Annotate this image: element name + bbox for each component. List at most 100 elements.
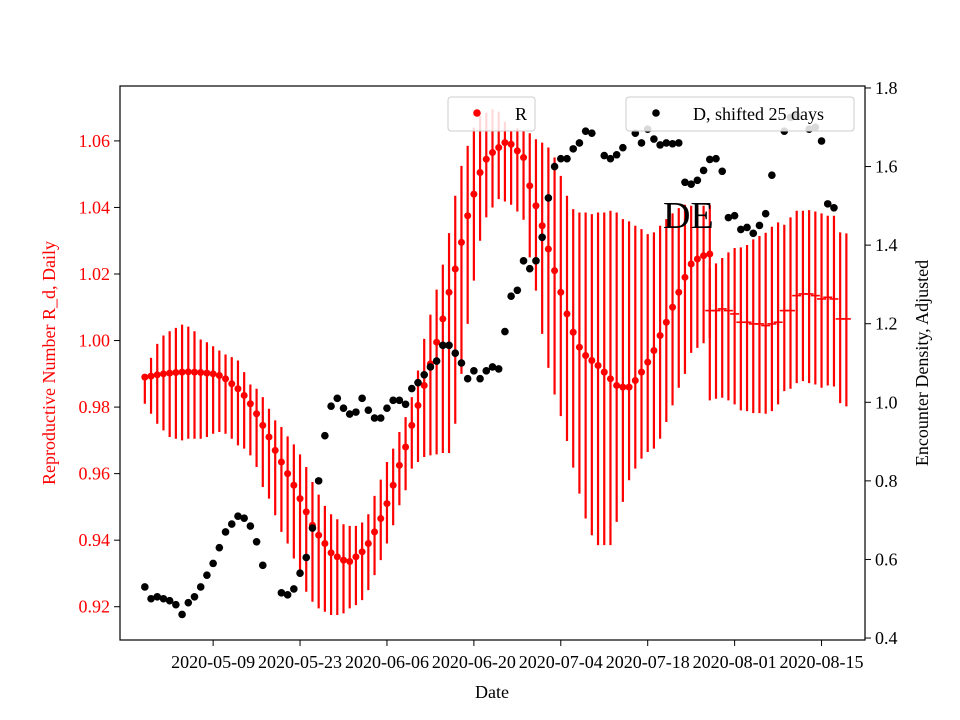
r-point: [240, 391, 248, 399]
d-point: [606, 154, 615, 163]
d-point: [575, 139, 584, 147]
d-point: [439, 341, 447, 350]
r-point: [439, 315, 447, 323]
r-point: [358, 548, 366, 556]
r-point: [520, 154, 528, 162]
d-point: [401, 400, 410, 409]
d-point: [830, 204, 838, 212]
r-point: [662, 318, 670, 326]
x-axis-label: Date: [475, 682, 509, 702]
d-point: [656, 141, 664, 149]
r-point: [619, 383, 627, 391]
x-axis: 2020-05-09 2020-05-23 2020-06-06 2020-06-20…: [171, 640, 864, 672]
d-point: [383, 404, 391, 412]
d-point: [550, 162, 559, 171]
d-point: [681, 178, 689, 187]
y-axis-right: 0.4 0.6 0.8 1.0 1.2 1.4 1.6 1.8: [865, 78, 898, 648]
r-point: [364, 540, 372, 548]
r-point: [625, 383, 633, 391]
d-point: [668, 139, 677, 148]
r-point: [284, 470, 292, 478]
r-point: [302, 508, 310, 516]
y-left-tick-label: 1.00: [79, 331, 111, 351]
d-point: [588, 129, 596, 137]
d-point: [221, 528, 230, 536]
r-point: [340, 556, 347, 564]
r-series-layer: [141, 109, 851, 616]
r-point: [228, 380, 236, 388]
r-point: [557, 288, 565, 296]
legend-d: D, shifted 25 days: [625, 96, 855, 132]
d-point: [612, 150, 621, 159]
d-point: [637, 139, 646, 147]
d-point: [519, 257, 528, 265]
d-point: [153, 592, 162, 601]
d-point: [302, 553, 311, 562]
x-tick-label: 2020-07-18: [606, 652, 690, 672]
r-point: [445, 288, 453, 296]
r-point: [706, 250, 714, 258]
d-point: [737, 225, 745, 234]
x-tick-label: 2020-08-01: [693, 652, 777, 672]
r-point: [700, 252, 708, 260]
d-point: [209, 559, 217, 568]
d-point: [364, 406, 373, 414]
r-point: [501, 139, 509, 147]
d-point: [258, 561, 267, 570]
r-point: [420, 381, 428, 389]
d-point: [345, 410, 354, 418]
d-point: [290, 585, 298, 593]
d-point: [389, 396, 397, 405]
d-point: [376, 414, 385, 422]
y-left-tick-label: 0.96: [79, 464, 111, 484]
r-point: [594, 361, 602, 369]
r-point: [513, 147, 521, 155]
r-point: [159, 370, 167, 378]
d-point: [730, 211, 739, 220]
r-point: [153, 371, 161, 379]
d-point: [339, 404, 348, 412]
y-right-tick-label: 1.2: [875, 314, 898, 334]
y-right-tick-label: 0.6: [875, 549, 898, 569]
d-point: [482, 367, 491, 375]
legend-r: R: [447, 96, 536, 132]
r-point: [644, 358, 652, 366]
r-point: [234, 385, 242, 393]
r-point: [687, 260, 695, 268]
r-point: [209, 370, 217, 378]
y-right-tick-label: 0.8: [875, 471, 898, 491]
r-point: [191, 368, 198, 376]
r-point: [538, 222, 546, 230]
r-point: [582, 352, 590, 360]
d-point: [370, 414, 379, 422]
r-point: [197, 368, 205, 376]
r-point: [371, 528, 379, 536]
r-point: [389, 481, 397, 489]
d-point: [395, 396, 404, 405]
r-point: [333, 553, 341, 561]
d-point: [358, 394, 366, 403]
r-point: [569, 328, 577, 336]
r-point: [352, 553, 360, 561]
r-point: [532, 202, 540, 210]
r-point: [495, 144, 503, 152]
d-point: [321, 431, 329, 440]
d-point: [420, 370, 429, 379]
r-point: [588, 357, 596, 365]
r-point: [383, 500, 391, 508]
r-point: [203, 369, 211, 377]
r-point: [526, 182, 534, 190]
r-point: [246, 400, 254, 408]
d-point: [327, 402, 335, 411]
d-point: [749, 229, 758, 238]
d-point: [718, 167, 727, 176]
r-point: [669, 303, 677, 311]
r-point: [271, 446, 279, 454]
r-point: [259, 421, 267, 429]
d-point: [414, 378, 422, 387]
r-point: [414, 401, 422, 409]
legend-r-marker: [473, 109, 481, 117]
d-point: [445, 341, 453, 350]
d-point: [712, 154, 720, 163]
